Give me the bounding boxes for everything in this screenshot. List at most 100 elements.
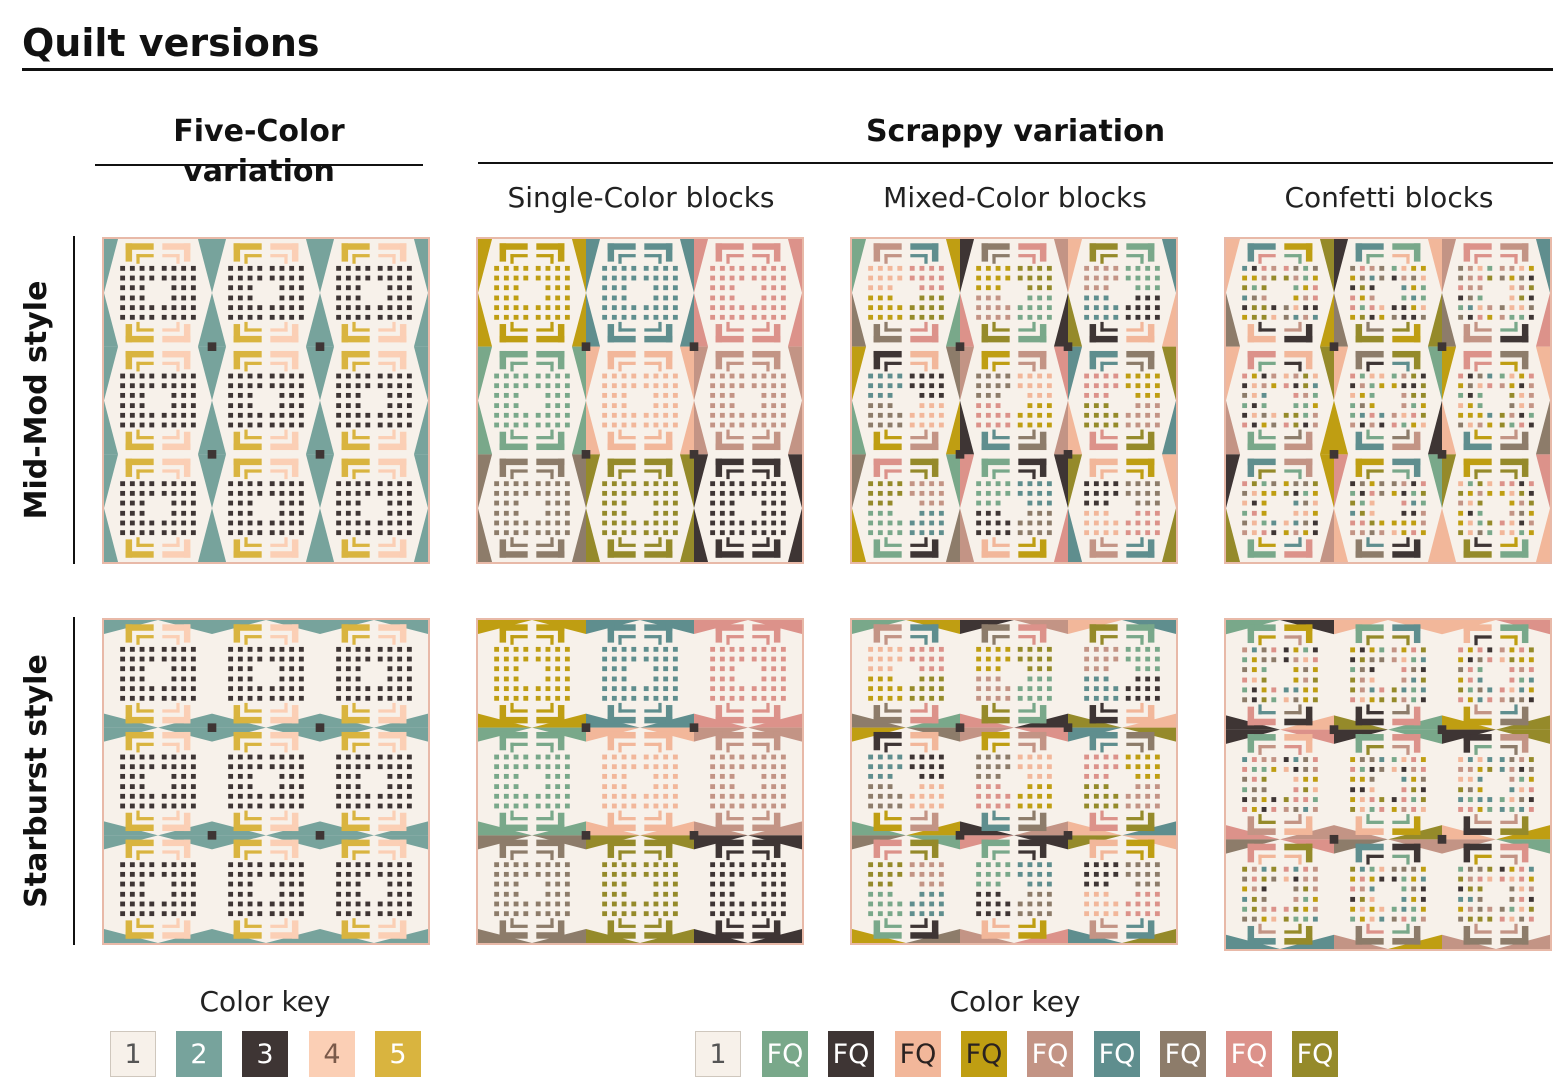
center-square-1 [1437, 450, 1447, 459]
block-18-bar-outer-h [125, 443, 154, 451]
block-15-bar-inner-h [1018, 742, 1036, 746]
block-22-bar-outer-v [1089, 431, 1097, 451]
block-33-spike [266, 929, 320, 943]
quilt-block-15 [266, 727, 320, 779]
block-0-square-4 [868, 275, 874, 281]
block-29-square-2 [387, 481, 393, 487]
block-0-bar-inner-v [136, 635, 140, 645]
block-11-square-10 [387, 676, 393, 682]
block-16-square-1 [719, 373, 725, 379]
block-15-square-3 [269, 373, 275, 379]
block-9-square-0 [672, 695, 678, 701]
block-8-square-4 [228, 305, 234, 311]
block-26-square-2 [247, 862, 253, 868]
block-32-bar-inner-h [1366, 543, 1384, 547]
block-7-square-9 [929, 295, 935, 301]
block-28-square-9 [345, 881, 351, 887]
block-3-square-6 [1401, 275, 1407, 281]
block-13-square-3 [909, 754, 915, 760]
block-35-square-1 [1145, 530, 1151, 536]
block-13-square-9 [1303, 392, 1309, 398]
block-10-bar-outer-h [1089, 716, 1118, 724]
block-27-square-5 [1411, 876, 1417, 882]
block-31-square-0 [1312, 916, 1318, 922]
block-26-bar-outer-v [233, 839, 241, 858]
quilt-block-11 [377, 292, 428, 347]
block-34-bar-inner-v [726, 537, 730, 547]
block-31-square-8 [938, 510, 944, 516]
quilt-block-10 [1442, 677, 1496, 730]
quilt-block-32 [212, 891, 266, 943]
block-0-bar-outer-v [1247, 624, 1255, 644]
block-25-bar-inner-h [162, 850, 180, 854]
quilt-block-35 [377, 508, 428, 562]
block-33-square-9 [1037, 891, 1043, 897]
block-31-square-1 [555, 530, 561, 536]
block-3-square-3 [1391, 647, 1397, 653]
block-29-bar-outer-h [752, 458, 781, 466]
block-18-spike [478, 400, 493, 455]
block-20-square-5 [237, 412, 243, 418]
block-33-square-10 [1401, 896, 1407, 902]
block-4-square-2 [729, 646, 735, 652]
block-34-square-2 [1103, 911, 1109, 917]
block-12-bar-outer-h [873, 350, 902, 358]
block-6-square-7 [897, 305, 903, 311]
block-16-bar-outer-h [341, 731, 370, 739]
block-16-square-8 [1084, 773, 1090, 779]
block-9-square-4 [298, 305, 304, 311]
block-18-bar-inner-v [510, 810, 514, 821]
block-32-bar-outer-h [233, 551, 262, 558]
block-22-square-0 [710, 422, 716, 428]
block-18-square-6 [887, 412, 893, 418]
block-17-square-6 [1509, 383, 1515, 389]
block-9-square-3 [269, 695, 275, 701]
block-34-bar-inner-v [352, 537, 356, 547]
block-31-bar-outer-h [910, 932, 939, 939]
block-19-bar-inner-v [550, 429, 554, 440]
block-25-square-10 [1293, 886, 1299, 892]
block-3-square-5 [663, 656, 669, 662]
block-22-square-5 [345, 793, 351, 799]
block-11-square-8 [406, 676, 412, 682]
block-28-square-3 [365, 481, 371, 487]
block-23-square-6 [1509, 797, 1515, 803]
block-21-square-2 [1401, 806, 1407, 812]
quilt-block-30 [1226, 896, 1280, 949]
block-11-bar-outer-h [378, 716, 407, 724]
block-22-square-3 [365, 422, 371, 428]
block-18-bar-inner-h [136, 436, 154, 440]
block-5-bar-inner-h [752, 254, 770, 258]
block-23-bar-inner-h [752, 436, 770, 440]
block-5-bar-outer-h [378, 624, 407, 631]
center-square-3 [689, 723, 699, 732]
block-8-square-10 [1369, 295, 1375, 301]
block-19-square-10 [171, 403, 177, 409]
block-35-square-3 [1499, 916, 1505, 922]
block-20-square-9 [1359, 403, 1365, 409]
block-24-bar-outer-v [499, 839, 507, 858]
quilt-block-5 [1125, 239, 1176, 293]
block-30-square-8 [120, 510, 126, 516]
block-16-square-7 [365, 383, 371, 389]
block-5-square-6 [1509, 657, 1515, 663]
block-8-square-2 [995, 314, 1001, 320]
block-15-square-8 [672, 773, 678, 779]
block-22-bar-inner-h [1100, 817, 1118, 821]
block-12-square-1 [1251, 757, 1257, 763]
block-29-square-1 [771, 862, 777, 868]
block-15-square-7 [1017, 764, 1023, 770]
block-32-bar-outer-h [981, 551, 1010, 558]
block-30-square-4 [120, 901, 126, 907]
block-23-square-9 [771, 403, 777, 409]
block-20-square-3 [1379, 422, 1385, 428]
block-26-square-2 [247, 481, 253, 487]
block-29-square-6 [761, 490, 767, 496]
block-7-square-10 [919, 295, 925, 301]
block-30-bar-outer-h [499, 551, 528, 558]
block-34-bar-outer-h [1089, 551, 1118, 558]
block-22-square-1 [1093, 422, 1099, 428]
block-7-square-5 [555, 686, 561, 692]
block-6-square-2 [513, 314, 519, 320]
block-18-square-0 [868, 803, 874, 809]
